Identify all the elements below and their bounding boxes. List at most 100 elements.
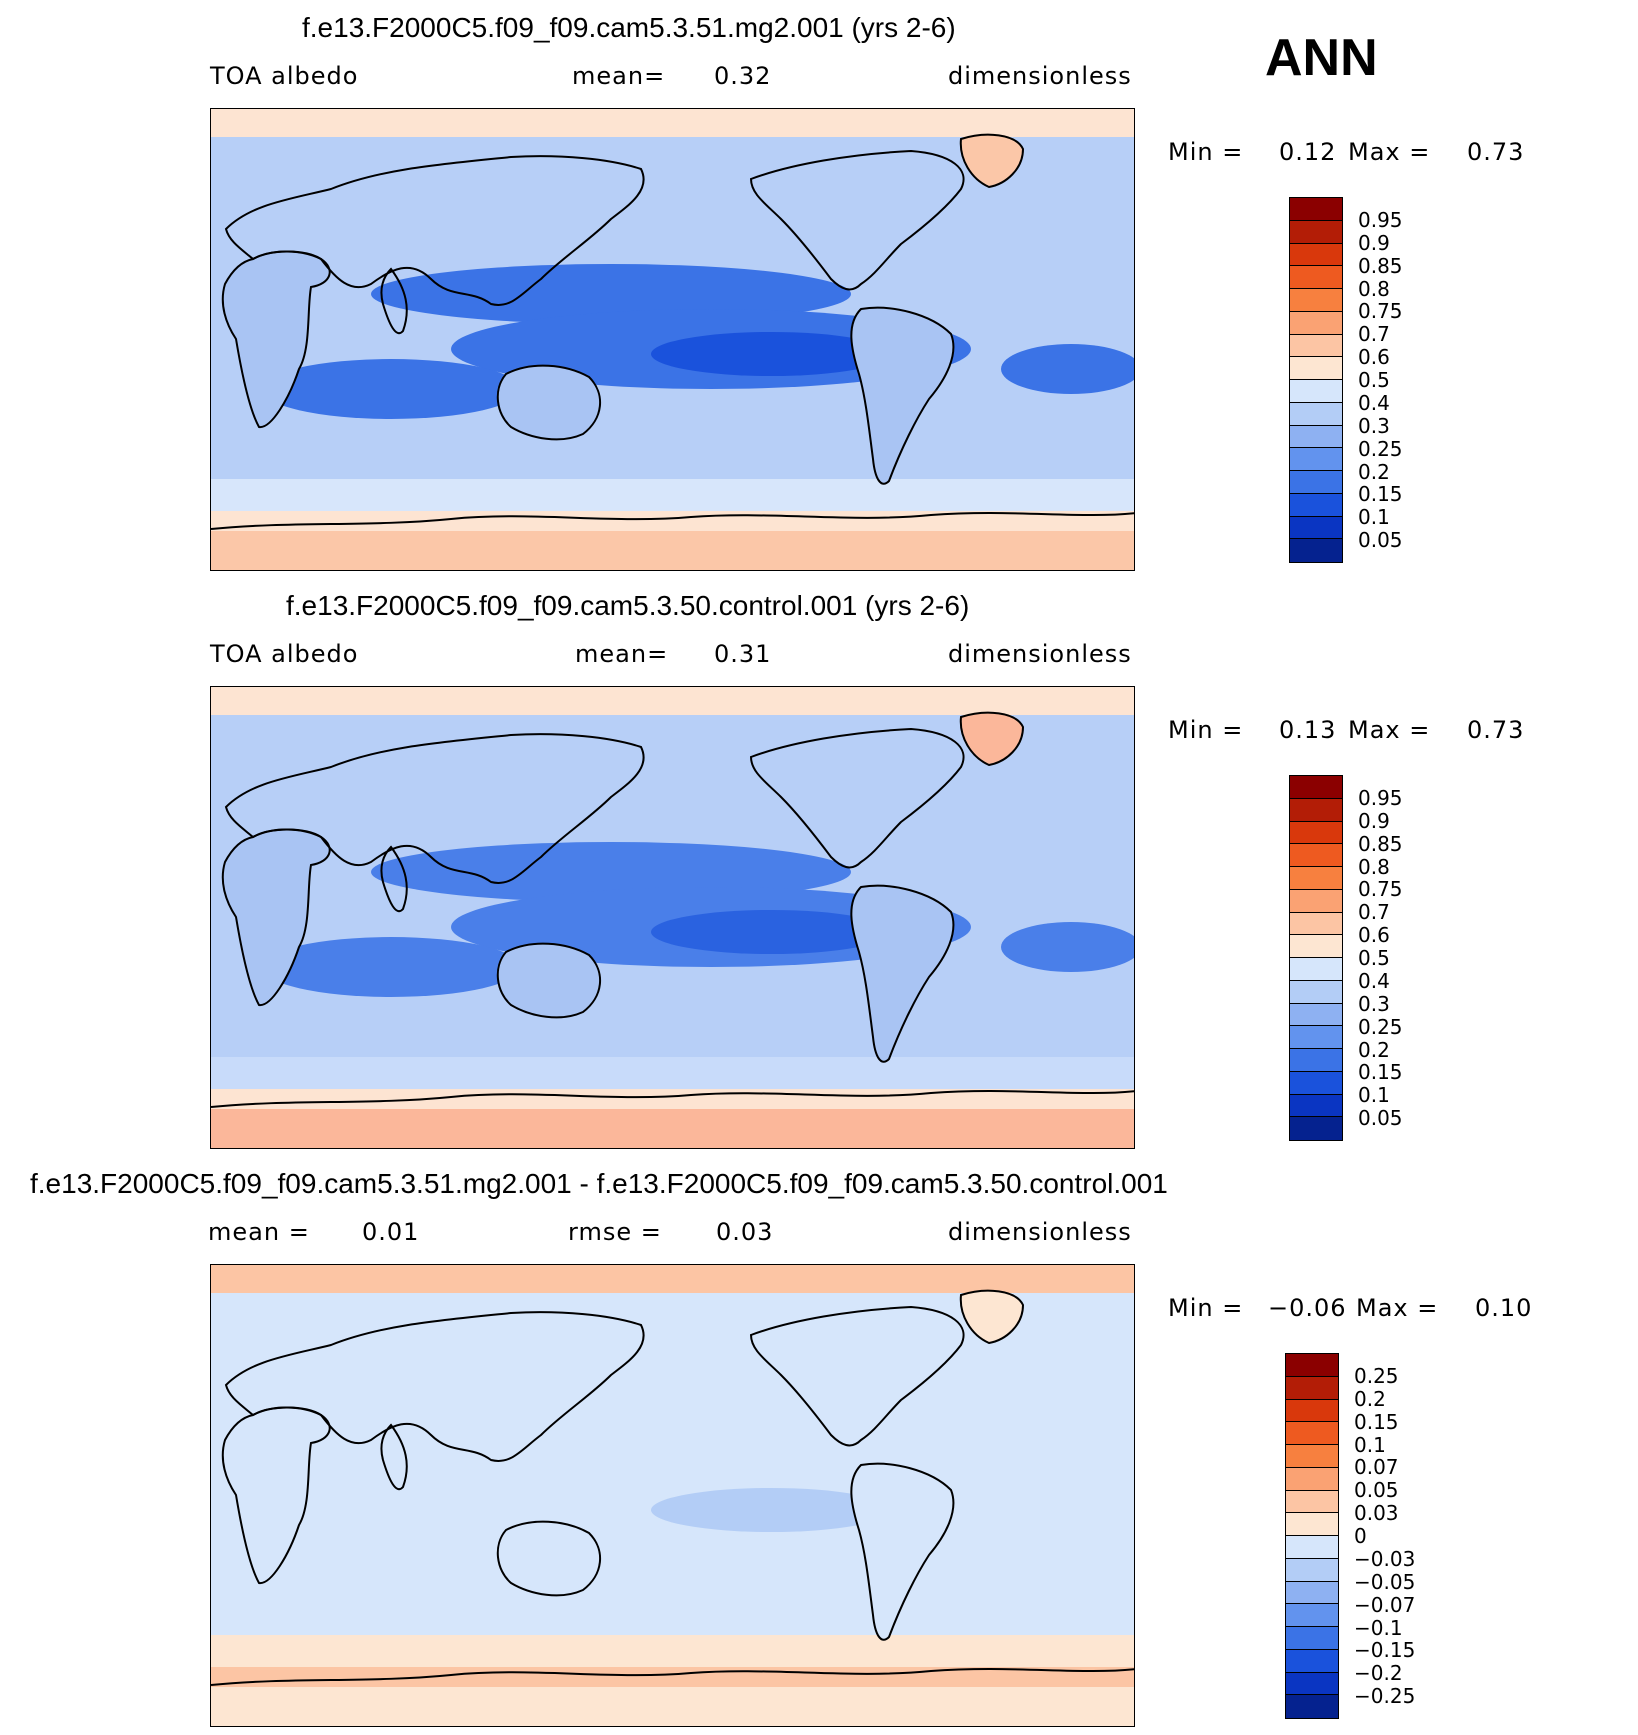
max-value: 0.10 [1475,1294,1533,1322]
greenland-coastline [959,1289,1025,1345]
colorbar-tick-label: 0.1 [1358,505,1390,530]
colorbar-swatch [1290,958,1342,981]
australia-field [497,943,601,1018]
colorbar-tick-label: 0.2 [1358,1037,1390,1062]
north-america-coastline [749,149,965,291]
colorbar-tick-label: 0.6 [1358,345,1390,370]
greenland-field [960,134,1023,187]
eurasia-coastline [224,155,645,306]
colorbar-tick-label: 0.4 [1358,968,1390,993]
southern-subpolar-band [211,1667,1134,1689]
colorbar-tick-label: −0.2 [1354,1661,1403,1686]
colorbar-swatch [1290,243,1342,267]
southern-midlatitude-band [211,479,1134,514]
pacific-deep-minimum [651,910,891,954]
rmse-label: rmse = [568,1218,662,1246]
colorbar-tick-label: 0.25 [1358,436,1403,461]
eurasia-coastline [224,733,645,884]
min-label: Min = [1168,716,1244,744]
colorbar-swatch [1286,1445,1338,1468]
variable-label: TOA albedo [210,640,359,668]
mean-label: mean= [575,640,669,668]
mean-value: 0.01 [362,1218,420,1246]
colorbar-swatch [1286,1354,1338,1377]
north-tropical-minimum [371,1420,851,1480]
australia-field [497,365,601,440]
colorbar-swatch [1286,1695,1338,1718]
colorbar-swatch [1290,1117,1342,1140]
colorbar-tick-label: 0.75 [1358,877,1403,902]
colorbar-swatch [1290,1049,1342,1072]
colorbar-swatch [1290,889,1342,913]
pacific-deep-minimum [651,1488,891,1532]
colorbar-tick-label: 0.05 [1354,1478,1399,1503]
colorbar-swatch [1286,1627,1338,1650]
india-coastline [380,267,408,334]
colorbar-swatch [1290,493,1342,517]
colorbar-tick-label: 0.07 [1354,1455,1399,1480]
colorbar-swatch [1286,1649,1338,1673]
colorbar-tick-label: 0.5 [1358,946,1390,970]
variable-label: TOA albedo [210,62,359,90]
mean-label: mean= [572,62,666,90]
colorbar-swatch [1290,539,1342,562]
australia-coastline [496,364,602,441]
colorbar-swatch [1286,1422,1338,1445]
colorbar-tick-label: 0.85 [1358,253,1403,278]
indian-ocean-minimum [261,1515,521,1575]
colorbar-swatch [1290,776,1342,799]
colorbar-swatch [1286,1604,1338,1627]
colorbar-swatch [1286,1490,1338,1514]
antarctica-coastline [211,1668,1134,1686]
colorbar-tick-label: 0.03 [1354,1501,1399,1526]
south-america-field [851,307,954,484]
greenland-coastline [959,133,1025,189]
arctic-band [211,1265,1134,1293]
colorbar-tick-label: 0.15 [1358,1060,1403,1085]
antarctic-band [211,1109,1134,1148]
min-label: Min = [1168,138,1244,166]
colorbar-tick-label: 0.4 [1358,390,1390,415]
colorbar-tick-label: 0.9 [1358,230,1390,255]
colorbar-swatch [1290,448,1342,471]
rmse-value: 0.03 [716,1218,774,1246]
colorbar-swatch [1290,844,1342,867]
colorbar-tick-label: 0.5 [1358,368,1390,392]
mean-value: 0.32 [714,62,772,90]
colorbar-tick-label: 0.05 [1358,1106,1403,1131]
greenland-field [960,1290,1023,1343]
north-america-coastline [749,727,965,869]
south-america-coastline [850,306,955,485]
max-label: Max = [1348,716,1431,744]
units-label: dimensionless [948,640,1132,668]
colorbar-swatch [1290,266,1342,289]
colorbar-tick-label: −0.03 [1354,1546,1416,1571]
colorbar-swatch [1286,1376,1338,1400]
colorbar-swatch [1290,425,1342,449]
colorbar-tick-label: 0.25 [1354,1363,1399,1388]
max-label: Max = [1356,1294,1439,1322]
colorbar-tick-label: 0.15 [1354,1409,1399,1434]
colorbar-swatch [1290,1026,1342,1049]
colorbar-tick-label: 0.7 [1358,322,1390,347]
colorbar-swatch [1290,220,1342,244]
colorbar-swatch [1286,1672,1338,1696]
south-america-coastline [850,884,955,1063]
min-value: 0.13 [1279,716,1337,744]
colorbar-swatch [1290,357,1342,380]
panel-title: f.e13.F2000C5.f09_f09.cam5.3.51.mg2.001 … [302,12,956,43]
pacific-deep-minimum [651,332,891,376]
colorbar-swatch [1290,516,1342,540]
min-value: 0.12 [1279,138,1337,166]
africa-field [222,251,330,428]
indian-ocean-minimum [261,937,521,997]
colorbar-swatch [1290,867,1342,890]
atlantic-minimum [1001,1500,1134,1550]
colorbar-swatch [1290,912,1342,936]
colorbar-swatch [1290,1003,1342,1027]
southern-midlatitude-band [211,1635,1134,1670]
colorbar-tick-label: 0.2 [1354,1386,1386,1411]
max-label: Max = [1348,138,1431,166]
australia-coastline [496,942,602,1019]
atlantic-minimum [1001,922,1134,972]
